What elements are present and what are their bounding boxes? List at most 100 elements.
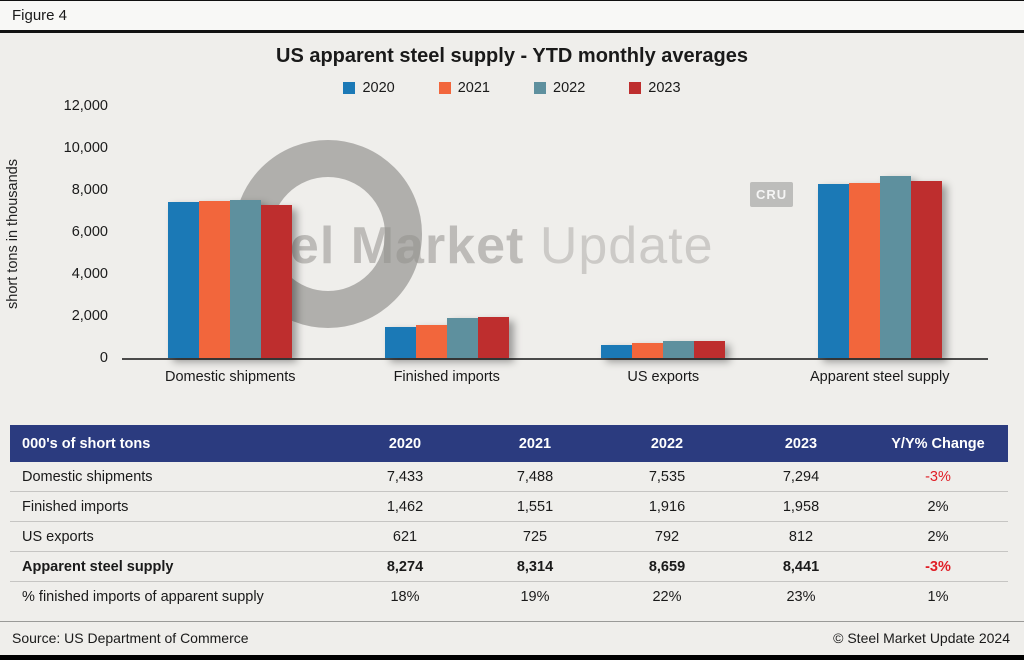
legend-item-2022: 2022 bbox=[534, 80, 585, 96]
bar-groups bbox=[122, 106, 988, 358]
row-value-2021: 19% bbox=[520, 588, 550, 605]
table-header-cell-2022: 2022 bbox=[650, 435, 684, 452]
y-axis-title-text: short tons in thousands bbox=[5, 158, 21, 309]
legend-label-2022: 2022 bbox=[553, 80, 586, 96]
legend-swatch-2021 bbox=[438, 82, 451, 94]
bottom-border-bar bbox=[0, 655, 1024, 660]
row-value-2022: 22% bbox=[652, 588, 682, 605]
row-change: -3% bbox=[925, 468, 951, 485]
row-label: % finished imports of apparent supply bbox=[22, 588, 264, 605]
legend-swatch-2023 bbox=[629, 82, 642, 94]
x-axis-labels: Domestic shipments Finished imports US exp… bbox=[122, 369, 988, 385]
bar-2023-finished-imports bbox=[477, 316, 509, 358]
y-tick-8000: 8,000 bbox=[71, 182, 108, 198]
figure-header: Figure 4 bbox=[0, 0, 1024, 33]
row-value-2023: 8,441 bbox=[782, 558, 820, 575]
row-value-2021: 8,314 bbox=[516, 558, 554, 575]
bar-2022-apparent-steel-supply bbox=[879, 176, 911, 358]
bar-group-apparent-steel-supply bbox=[772, 106, 989, 358]
legend-label-2023: 2023 bbox=[648, 80, 681, 96]
legend-item-2023: 2023 bbox=[629, 80, 681, 96]
bar-group-finished-imports bbox=[339, 106, 556, 358]
legend-swatch-2022 bbox=[534, 82, 546, 94]
row-value-2020: 621 bbox=[392, 528, 418, 545]
table-body: Domestic shipments 7,433 7,488 7,535 7,294 -3… bbox=[10, 462, 1008, 611]
chart-title: US apparent steel supply - YTD monthly a… bbox=[276, 45, 748, 67]
legend-swatch-2020 bbox=[343, 82, 356, 94]
x-axis-label-apparent-steel-supply: Apparent steel supply bbox=[810, 369, 950, 385]
table-header-cell-2020: 2020 bbox=[388, 435, 422, 452]
bar-2022-domestic-shipments bbox=[230, 199, 262, 358]
row-label: Domestic shipments bbox=[22, 468, 153, 485]
legend-label-2020: 2020 bbox=[362, 80, 395, 96]
bar-2020-domestic-shipments bbox=[168, 201, 200, 358]
row-value-2022: 792 bbox=[654, 528, 680, 545]
row-change: -3% bbox=[925, 558, 951, 575]
y-tick-4000: 4,000 bbox=[71, 266, 108, 282]
bar-2022-us-exports bbox=[663, 341, 695, 358]
table-row-finished-imports: Finished imports 1,462 1,551 1,916 1,958 2% bbox=[10, 492, 1008, 522]
row-value-2023: 1,958 bbox=[782, 498, 820, 515]
bar-2021-apparent-steel-supply bbox=[848, 183, 880, 358]
row-value-2020: 1,462 bbox=[386, 498, 424, 515]
footer: Source: US Department of Commerce © Stee… bbox=[0, 621, 1024, 660]
x-axis-label-us-exports: US exports bbox=[627, 369, 700, 385]
y-tick-12000: 12,000 bbox=[63, 98, 108, 114]
bar-2022-finished-imports bbox=[446, 317, 478, 358]
legend-item-2021: 2021 bbox=[438, 80, 490, 96]
table-header-row: 000's of short tons 2020 2021 2022 2023 Y/Y% … bbox=[10, 425, 1008, 462]
y-tick-6000: 6,000 bbox=[71, 224, 108, 240]
bar-2021-us-exports bbox=[632, 342, 664, 358]
table-row-us-exports: US exports 621 725 792 812 2% bbox=[10, 522, 1008, 552]
table-header-cell-y-y-change: Y/Y% Change bbox=[891, 435, 985, 452]
chart: US apparent steel supply - YTD monthly a… bbox=[0, 33, 1024, 385]
row-change: 2% bbox=[927, 528, 949, 545]
table-row--finished-imports-of-apparent-supply: % finished imports of apparent supply 18%… bbox=[10, 582, 1008, 611]
y-tick-10000: 10,000 bbox=[63, 140, 108, 156]
bar-group-us-exports bbox=[555, 106, 772, 358]
figure-label: Figure 4 bbox=[12, 7, 68, 24]
y-tick-0: 0 bbox=[99, 350, 108, 366]
row-value-2023: 23% bbox=[786, 588, 816, 605]
bar-2023-apparent-steel-supply bbox=[910, 180, 942, 358]
bar-2021-domestic-shipments bbox=[199, 200, 231, 358]
row-value-2023: 7,294 bbox=[782, 468, 820, 485]
data-table: 000's of short tons 2020 2021 2022 2023 Y/Y% … bbox=[10, 425, 1008, 611]
row-value-2022: 8,659 bbox=[648, 558, 686, 575]
y-axis-title: short tons in thousands bbox=[4, 106, 22, 361]
bar-2023-us-exports bbox=[694, 340, 726, 358]
chart-legend: 2020 2021 2022 2023 bbox=[0, 80, 1024, 96]
chart-area: short tons in thousands Steel Market Upd… bbox=[5, 98, 988, 385]
row-value-2021: 725 bbox=[522, 528, 548, 545]
row-value-2023: 812 bbox=[788, 528, 814, 545]
x-axis-label-finished-imports: Finished imports bbox=[393, 369, 500, 385]
source-note: Source: US Department of Commerce bbox=[12, 630, 249, 646]
row-value-2021: 7,488 bbox=[516, 468, 554, 485]
bar-group-domestic-shipments bbox=[122, 106, 339, 358]
row-value-2022: 7,535 bbox=[648, 468, 686, 485]
footer-divider bbox=[0, 621, 1024, 622]
y-tick-2000: 2,000 bbox=[71, 308, 108, 324]
bar-2023-domestic-shipments bbox=[261, 204, 293, 358]
row-value-2020: 7,433 bbox=[386, 468, 424, 485]
row-change: 2% bbox=[927, 498, 949, 515]
copyright: © Steel Market Update 2024 bbox=[833, 630, 1010, 646]
table-header-cell-000-s-of-short-tons: 000's of short tons bbox=[22, 435, 151, 452]
row-value-2021: 1,551 bbox=[516, 498, 554, 515]
table-row-domestic-shipments: Domestic shipments 7,433 7,488 7,535 7,294 -3… bbox=[10, 462, 1008, 492]
bar-2020-apparent-steel-supply bbox=[817, 184, 849, 358]
legend-item-2020: 2020 bbox=[343, 80, 395, 96]
bar-2021-finished-imports bbox=[415, 325, 447, 358]
legend-label-2021: 2021 bbox=[457, 80, 490, 96]
row-label: Apparent steel supply bbox=[22, 558, 174, 575]
bar-2020-us-exports bbox=[601, 344, 633, 358]
row-value-2022: 1,916 bbox=[648, 498, 686, 515]
table-row-apparent-steel-supply: Apparent steel supply 8,274 8,314 8,659 8,44… bbox=[10, 552, 1008, 582]
plot-area: Steel Market Update CRU 12,000 10,000 8,00… bbox=[64, 98, 988, 366]
row-change: 1% bbox=[927, 588, 949, 605]
table-header-cell-2021: 2021 bbox=[518, 435, 552, 452]
x-axis-label-domestic-shipments: Domestic shipments bbox=[164, 369, 296, 385]
table-header-cell-2023: 2023 bbox=[784, 435, 818, 452]
bar-2020-finished-imports bbox=[384, 327, 416, 358]
